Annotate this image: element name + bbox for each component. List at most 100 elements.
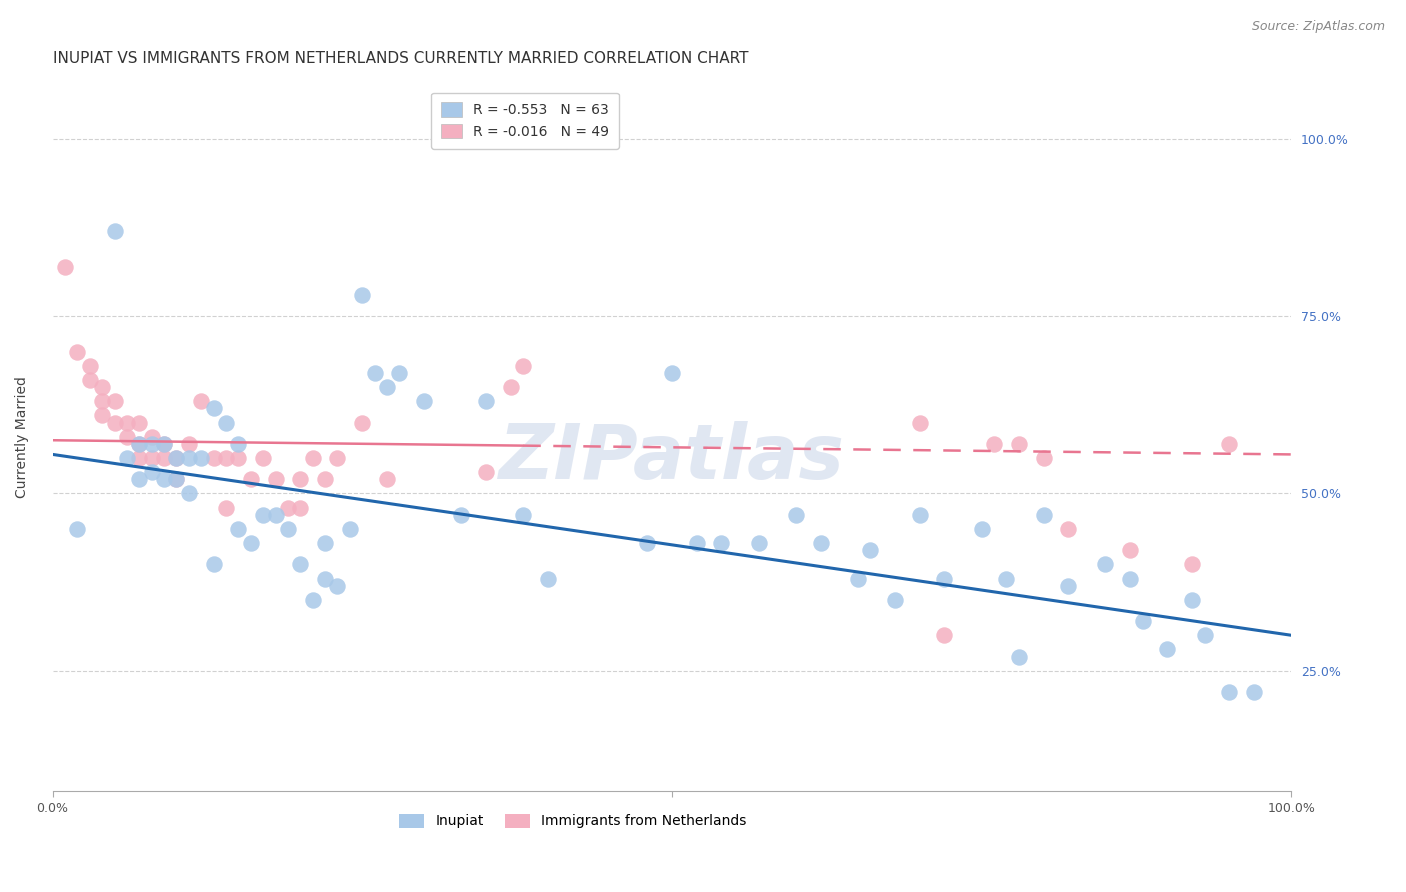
Point [748,536,770,550]
Point [115,450,138,465]
Point [1243,685,1265,699]
Point [153,450,176,465]
Point [339,522,361,536]
Point [115,416,138,430]
Point [1218,685,1240,699]
Point [228,450,250,465]
Point [202,401,225,416]
Point [1181,592,1204,607]
Point [388,366,411,380]
Point [166,450,188,465]
Point [1194,628,1216,642]
Point [326,450,349,465]
Point [115,430,138,444]
Point [153,437,176,451]
Point [1181,558,1204,572]
Point [859,543,882,558]
Point [934,628,956,642]
Point [79,359,101,373]
Point [512,508,534,522]
Point [1008,649,1031,664]
Point [141,430,163,444]
Point [475,394,498,409]
Point [153,437,176,451]
Point [239,536,262,550]
Point [277,522,299,536]
Point [314,572,336,586]
Point [128,416,150,430]
Point [636,536,658,550]
Point [314,536,336,550]
Point [215,416,238,430]
Point [375,472,398,486]
Point [79,373,101,387]
Point [215,500,238,515]
Point [177,450,200,465]
Point [1008,437,1031,451]
Point [290,558,312,572]
Point [264,472,287,486]
Point [190,450,212,465]
Point [166,472,188,486]
Point [934,572,956,586]
Point [352,288,374,302]
Point [264,508,287,522]
Point [141,437,163,451]
Point [53,260,76,274]
Legend: Inupiat, Immigrants from Netherlands: Inupiat, Immigrants from Netherlands [394,808,752,834]
Point [91,394,114,409]
Point [128,472,150,486]
Point [153,472,176,486]
Point [91,380,114,394]
Point [512,359,534,373]
Point [103,416,125,430]
Point [883,592,905,607]
Point [661,366,683,380]
Point [177,486,200,500]
Point [1032,508,1054,522]
Point [995,572,1018,586]
Point [166,450,188,465]
Point [846,572,869,586]
Point [128,437,150,451]
Point [252,450,274,465]
Point [301,450,323,465]
Text: INUPIAT VS IMMIGRANTS FROM NETHERLANDS CURRENTLY MARRIED CORRELATION CHART: INUPIAT VS IMMIGRANTS FROM NETHERLANDS C… [52,51,748,66]
Point [228,522,250,536]
Text: Source: ZipAtlas.com: Source: ZipAtlas.com [1251,20,1385,33]
Point [375,380,398,394]
Point [66,522,89,536]
Point [215,450,238,465]
Text: ZIPatlas: ZIPatlas [499,421,845,495]
Point [413,394,436,409]
Point [66,344,89,359]
Point [202,450,225,465]
Point [301,592,323,607]
Point [202,558,225,572]
Point [103,394,125,409]
Point [228,437,250,451]
Point [1057,522,1080,536]
Point [166,472,188,486]
Point [1057,579,1080,593]
Point [1119,572,1142,586]
Point [103,224,125,238]
Point [499,380,522,394]
Point [290,472,312,486]
Point [1032,450,1054,465]
Point [908,508,931,522]
Point [128,437,150,451]
Point [239,472,262,486]
Point [450,508,472,522]
Point [314,472,336,486]
Point [983,437,1005,451]
Point [190,394,212,409]
Point [352,416,374,430]
Point [141,465,163,479]
Point [252,508,274,522]
Point [475,465,498,479]
Point [1094,558,1116,572]
Point [277,500,299,515]
Point [970,522,993,536]
Point [326,579,349,593]
